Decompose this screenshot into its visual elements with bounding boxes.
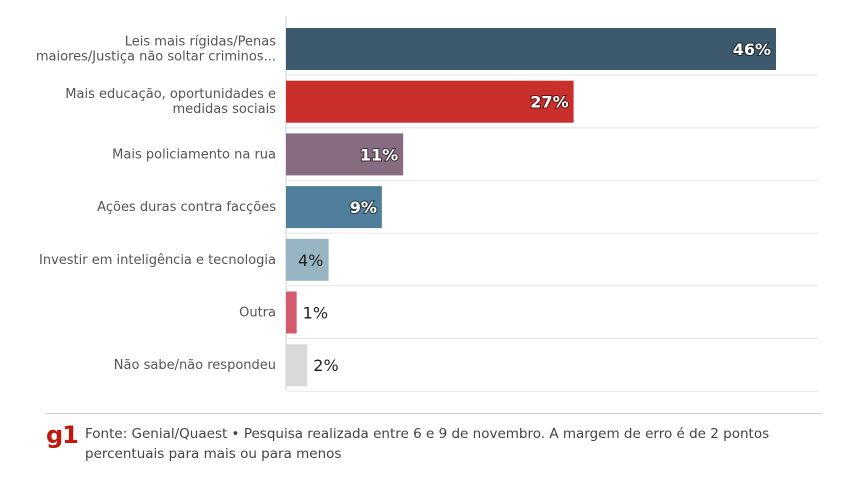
category-label: Investir em inteligência e tecnologia — [39, 253, 276, 268]
bar — [286, 28, 776, 70]
value-label: 46% — [733, 40, 771, 59]
bar — [286, 238, 329, 281]
value-label: 4% — [298, 251, 323, 270]
bar — [286, 291, 297, 334]
category-label: Outra — [239, 306, 276, 321]
value-label: 2% — [313, 356, 338, 375]
value-label: 9% — [350, 198, 377, 217]
bar — [286, 344, 308, 387]
source-note: Fonte: Genial/Quaest • Pesquisa realizad… — [85, 426, 770, 462]
bar — [286, 186, 382, 229]
bar — [286, 80, 574, 123]
category-label: Mais educação, oportunidades e medidas so… — [65, 87, 276, 117]
value-label: 11% — [360, 145, 398, 164]
category-label: Leis mais rígidas/Penas maiores/Justiça n… — [36, 35, 276, 65]
category-label: Mais policiamento na rua — [112, 147, 276, 162]
bar-chart: Leis mais rígidas/Penas maiores/Justiça n… — [36, 16, 818, 392]
category-label: Não sabe/não respondeu — [114, 358, 276, 373]
footer-divider — [46, 413, 822, 414]
value-label: 1% — [303, 304, 328, 323]
value-label: 27% — [530, 93, 568, 112]
category-label: Ações duras contra facções — [97, 200, 276, 215]
g1-logo: g1 — [46, 421, 79, 449]
bar — [286, 133, 404, 176]
